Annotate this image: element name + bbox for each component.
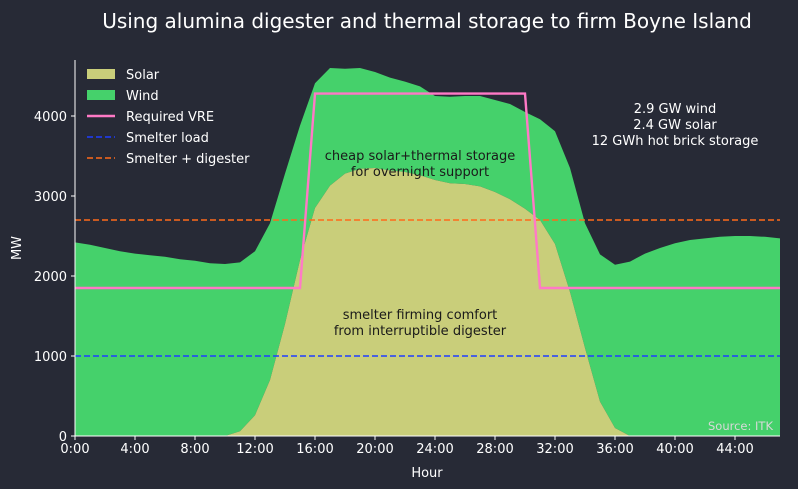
legend-label-smelter-load: Smelter load xyxy=(126,131,209,146)
x-tick-label: 20:00 xyxy=(356,442,393,457)
annotation-thermal: cheap solar+thermal storage for overnight… xyxy=(325,149,516,180)
chart-title: Using alumina digester and thermal stora… xyxy=(102,9,752,33)
y-tick-label: 2000 xyxy=(34,270,67,285)
annotation-line: smelter firming comfort xyxy=(343,308,498,323)
axes: 0:00 4:00 8:00 12:00 16:00 20:00 24:00 28:00 32:… xyxy=(34,60,780,457)
source-note: Source: ITK xyxy=(708,419,773,433)
x-tick-label: 24:00 xyxy=(416,442,453,457)
annotation-capacity: 2.9 GW wind 2.4 GW solar 12 GWh hot brick … xyxy=(592,102,759,149)
y-tick-label: 3000 xyxy=(34,190,67,205)
x-axis-title: Hour xyxy=(411,466,443,481)
annotation-line: 12 GWh hot brick storage xyxy=(592,134,759,149)
legend-swatch-wind xyxy=(87,90,115,100)
annotation-line: for overnight support xyxy=(351,165,489,180)
annotation-line: 2.9 GW wind xyxy=(634,102,717,117)
solar-area xyxy=(75,168,780,436)
y-tick-label: 4000 xyxy=(34,110,67,125)
x-tick-label: 28:00 xyxy=(476,442,513,457)
legend: Solar Wind Required VRE Smelter load Smelter… xyxy=(87,68,250,167)
legend-label-required-vre: Required VRE xyxy=(126,110,214,125)
required-vre-line xyxy=(75,92,780,290)
legend-label-solar: Solar xyxy=(126,68,160,83)
y-tick-label: 0 xyxy=(59,430,67,445)
annotation-line: 2.4 GW solar xyxy=(633,118,717,133)
x-tick-label: 44:00 xyxy=(716,442,753,457)
x-tick-label: 40:00 xyxy=(656,442,693,457)
annotation-line: from interruptible digester xyxy=(334,324,507,339)
y-axis-title: MW xyxy=(10,236,25,260)
x-tick-label: 8:00 xyxy=(180,442,209,457)
wind-area xyxy=(75,68,780,436)
annotation-line: cheap solar+thermal storage xyxy=(325,149,516,164)
x-tick-label: 16:00 xyxy=(296,442,333,457)
legend-swatch-solar xyxy=(87,69,115,79)
x-tick-label: 4:00 xyxy=(120,442,149,457)
x-tick-label: 12:00 xyxy=(236,442,273,457)
x-tick-label: 36:00 xyxy=(596,442,633,457)
annotations: cheap solar+thermal storage for overnight… xyxy=(325,102,759,339)
annotation-digester: smelter firming comfort from interruptibl… xyxy=(334,308,507,339)
x-tick-label: 0:00 xyxy=(60,442,89,457)
x-tick-label: 32:00 xyxy=(536,442,573,457)
legend-label-smelter-digester: Smelter + digester xyxy=(126,152,250,167)
plot-area xyxy=(75,68,780,436)
legend-label-wind: Wind xyxy=(126,89,159,104)
y-tick-label: 1000 xyxy=(34,350,67,365)
